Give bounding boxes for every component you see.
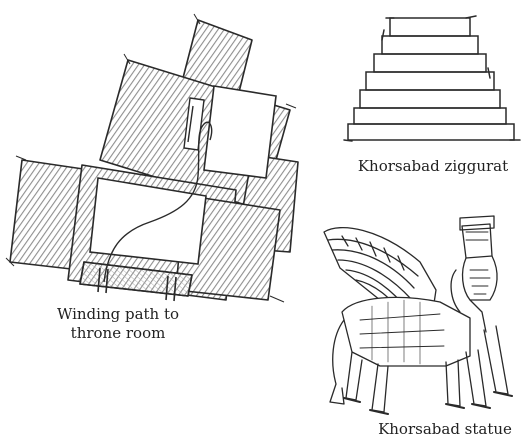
gate-posts [97, 267, 177, 302]
plan-caption: Winding path to throne room [18, 305, 218, 343]
plan-caption-line1: Winding path to [56, 305, 180, 323]
winding-path [103, 121, 213, 283]
statue-caption: Khorsabad statue [378, 420, 512, 438]
plan-caption-line2: throne room [70, 324, 166, 342]
plan-sketch-strokes [5, 13, 297, 303]
ziggurat-caption: Khorsabad ziggurat [357, 157, 509, 175]
